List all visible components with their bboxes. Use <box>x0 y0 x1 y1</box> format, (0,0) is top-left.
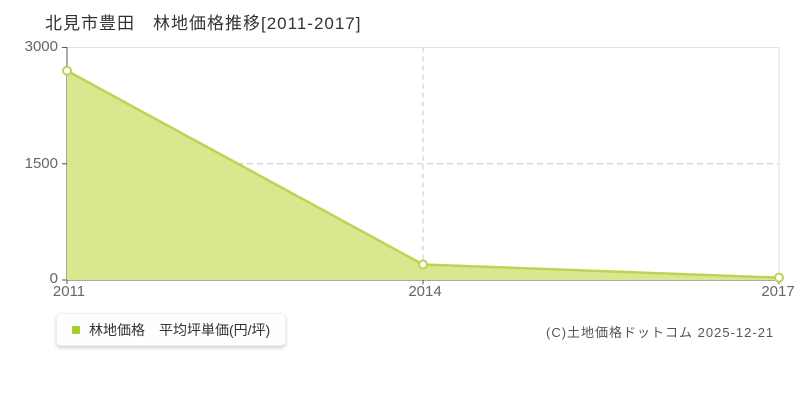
legend-label: 林地価格 平均坪単価(円/坪) <box>89 321 271 338</box>
y-axis-tick-label: 3000 <box>24 38 58 55</box>
legend: 林地価格 平均坪単価(円/坪) <box>56 313 287 346</box>
data-point-2011 <box>62 65 72 76</box>
x-axis-tick-label: 2014 <box>408 283 442 300</box>
x-axis-tick-label: 2011 <box>52 283 86 300</box>
chart-title: 北見市豊田 林地価格推移[2011-2017] <box>45 14 362 33</box>
y-axis-tick-label: 0 <box>49 270 58 287</box>
legend-swatch-icon <box>72 325 80 334</box>
x-axis-tick-label: 2017 <box>761 283 795 300</box>
y-axis-tick-label: 1500 <box>24 155 58 172</box>
data-point-2014 <box>418 259 428 270</box>
data-point-2017 <box>774 272 784 283</box>
area-fill <box>67 70 779 280</box>
copyright-text: (C)土地価格ドットコム 2025-12-21 <box>546 325 775 340</box>
